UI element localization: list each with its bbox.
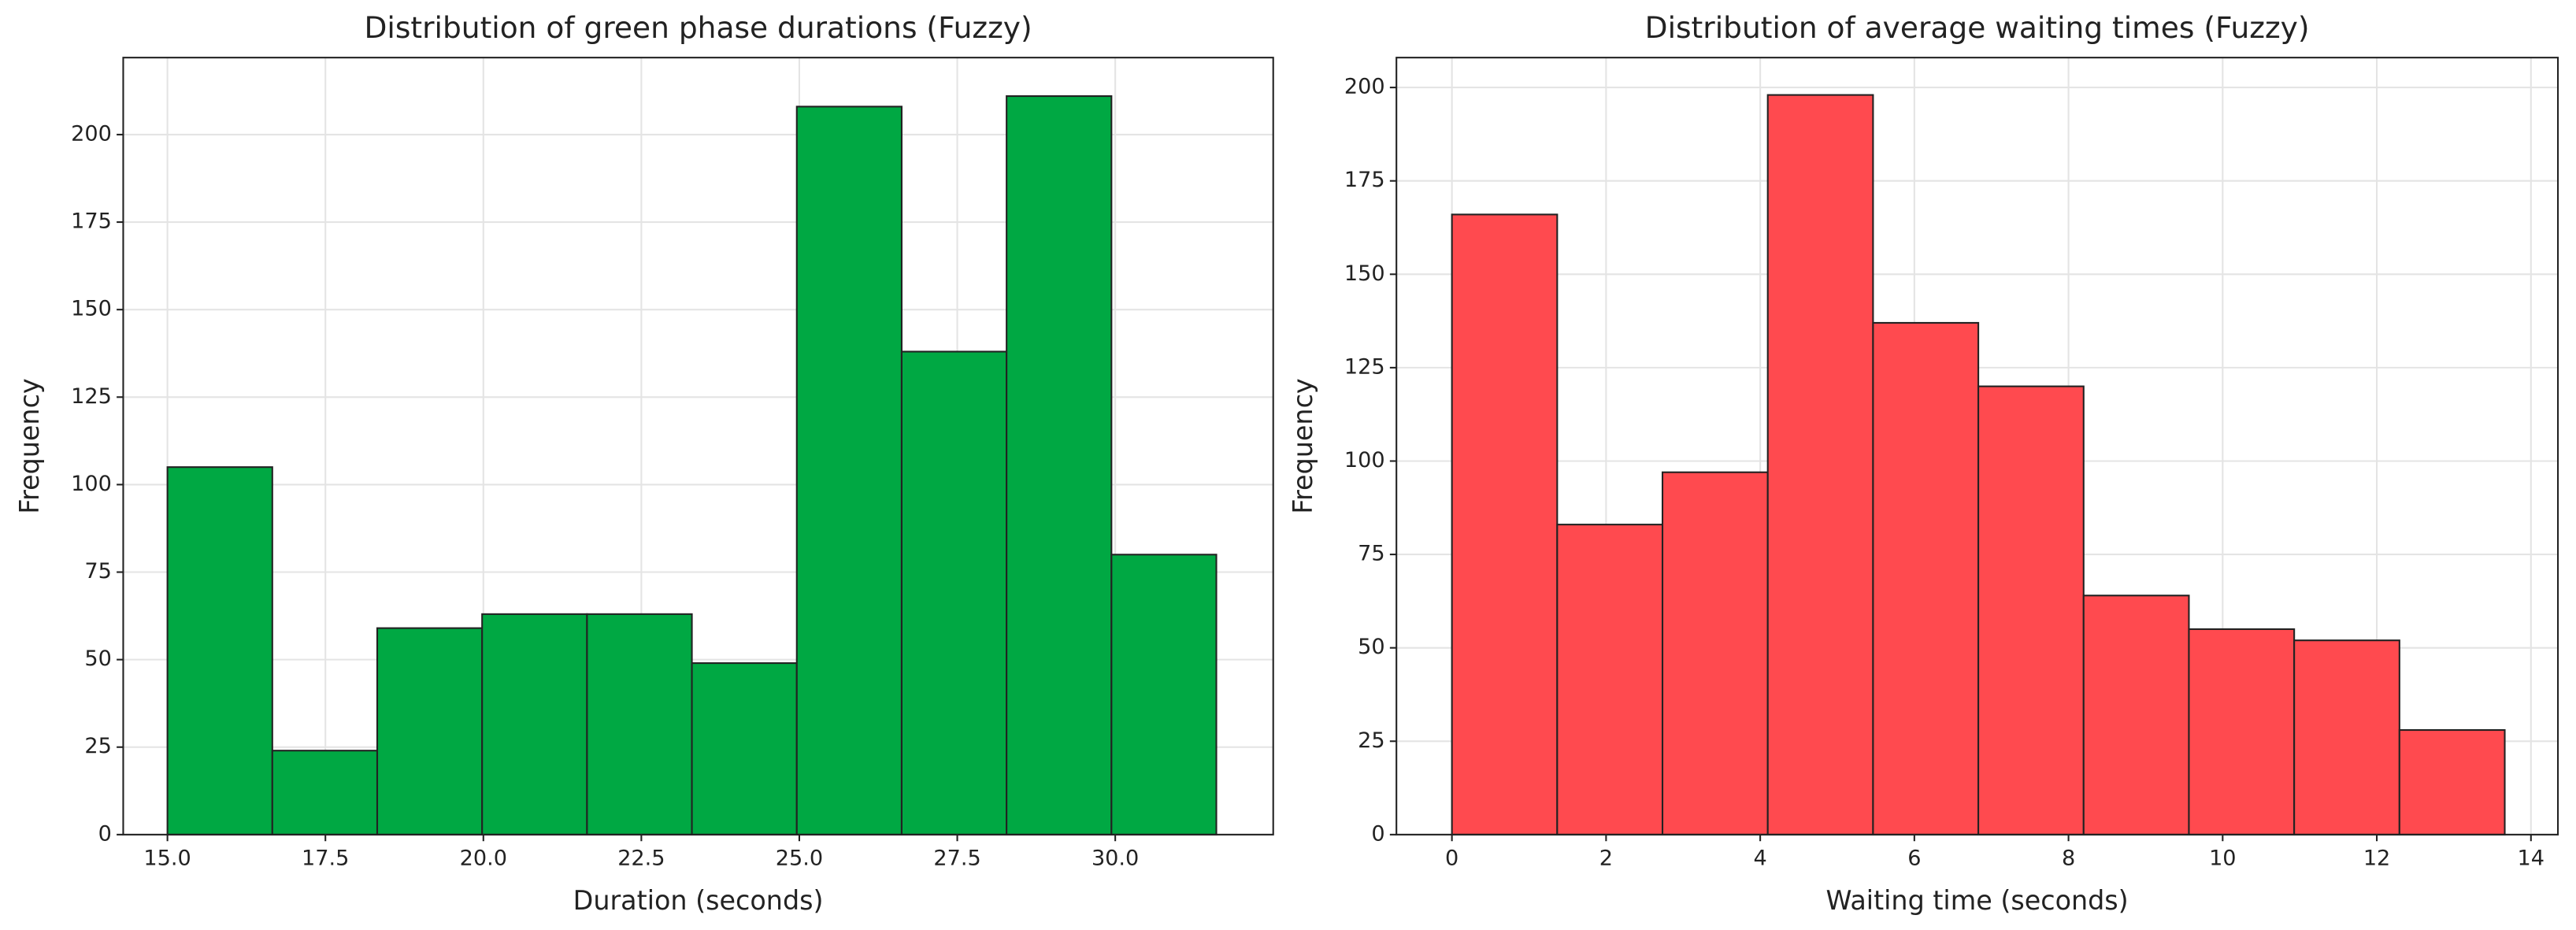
y-tick-label: 50 bbox=[84, 647, 112, 671]
bar bbox=[586, 613, 693, 836]
bar bbox=[2082, 595, 2190, 836]
y-tick-label: 150 bbox=[1344, 261, 1385, 286]
bar bbox=[2398, 729, 2506, 836]
y-tick-label: 175 bbox=[1344, 168, 1385, 192]
x-tick-label: 8 bbox=[2062, 847, 2075, 871]
y-tick-label: 50 bbox=[1358, 635, 1385, 659]
bar bbox=[1556, 524, 1664, 836]
bar bbox=[1661, 471, 1769, 836]
bar bbox=[900, 350, 1008, 836]
x-tick-label: 2 bbox=[1599, 847, 1613, 871]
plot-frame bbox=[1395, 57, 2559, 836]
x-tick-label: 25.0 bbox=[776, 847, 823, 871]
x-tick-label: 20.0 bbox=[460, 847, 507, 871]
y-tick-label: 125 bbox=[71, 384, 112, 409]
bar bbox=[271, 750, 379, 836]
x-tick-label: 30.0 bbox=[1092, 847, 1139, 871]
x-tick-label: 4 bbox=[1753, 847, 1766, 871]
chart-title: Distribution of green phase durations (F… bbox=[365, 10, 1032, 45]
bar bbox=[2293, 639, 2400, 836]
y-tick-label: 100 bbox=[1344, 448, 1385, 472]
chart-title: Distribution of average waiting times (F… bbox=[1645, 10, 2310, 45]
x-tick-label: 0 bbox=[1445, 847, 1458, 871]
y-tick-label: 0 bbox=[98, 821, 112, 846]
y-tick-label: 125 bbox=[1344, 354, 1385, 379]
y-axis-label: Frequency bbox=[14, 378, 45, 513]
bar bbox=[1451, 213, 1559, 836]
bar bbox=[691, 662, 798, 836]
bar bbox=[166, 466, 273, 836]
y-tick-label: 150 bbox=[71, 297, 112, 321]
y-tick-label: 25 bbox=[1358, 728, 1385, 753]
bar bbox=[1977, 385, 2085, 836]
x-tick-label: 6 bbox=[1907, 847, 1921, 871]
bar bbox=[1872, 321, 1980, 836]
bar bbox=[481, 613, 588, 836]
y-tick-label: 0 bbox=[1371, 821, 1384, 846]
y-tick-label: 75 bbox=[1358, 542, 1385, 566]
x-tick-label: 12 bbox=[2363, 847, 2391, 871]
bar bbox=[2188, 628, 2296, 836]
x-tick-label: 10 bbox=[2209, 847, 2237, 871]
x-tick-label: 15.0 bbox=[143, 847, 191, 871]
x-tick-label: 17.5 bbox=[302, 847, 349, 871]
bar bbox=[376, 627, 484, 836]
bar bbox=[795, 106, 903, 836]
y-tick-label: 100 bbox=[71, 472, 112, 496]
x-tick-label: 14 bbox=[2518, 847, 2545, 871]
y-tick-label: 175 bbox=[71, 209, 112, 234]
x-tick-label: 22.5 bbox=[617, 847, 665, 871]
bar bbox=[1766, 94, 1874, 836]
plot-frame bbox=[122, 57, 1274, 836]
y-axis-label: Frequency bbox=[1288, 378, 1318, 513]
bar bbox=[1110, 554, 1218, 836]
y-tick-label: 200 bbox=[1344, 75, 1385, 99]
y-tick-label: 200 bbox=[71, 121, 112, 146]
x-axis-label: Duration (seconds) bbox=[573, 885, 824, 916]
bar bbox=[1006, 94, 1113, 836]
x-axis-label: Waiting time (seconds) bbox=[1826, 885, 2129, 916]
y-tick-label: 25 bbox=[84, 734, 112, 758]
y-tick-label: 75 bbox=[84, 559, 112, 584]
x-tick-label: 27.5 bbox=[933, 847, 980, 871]
